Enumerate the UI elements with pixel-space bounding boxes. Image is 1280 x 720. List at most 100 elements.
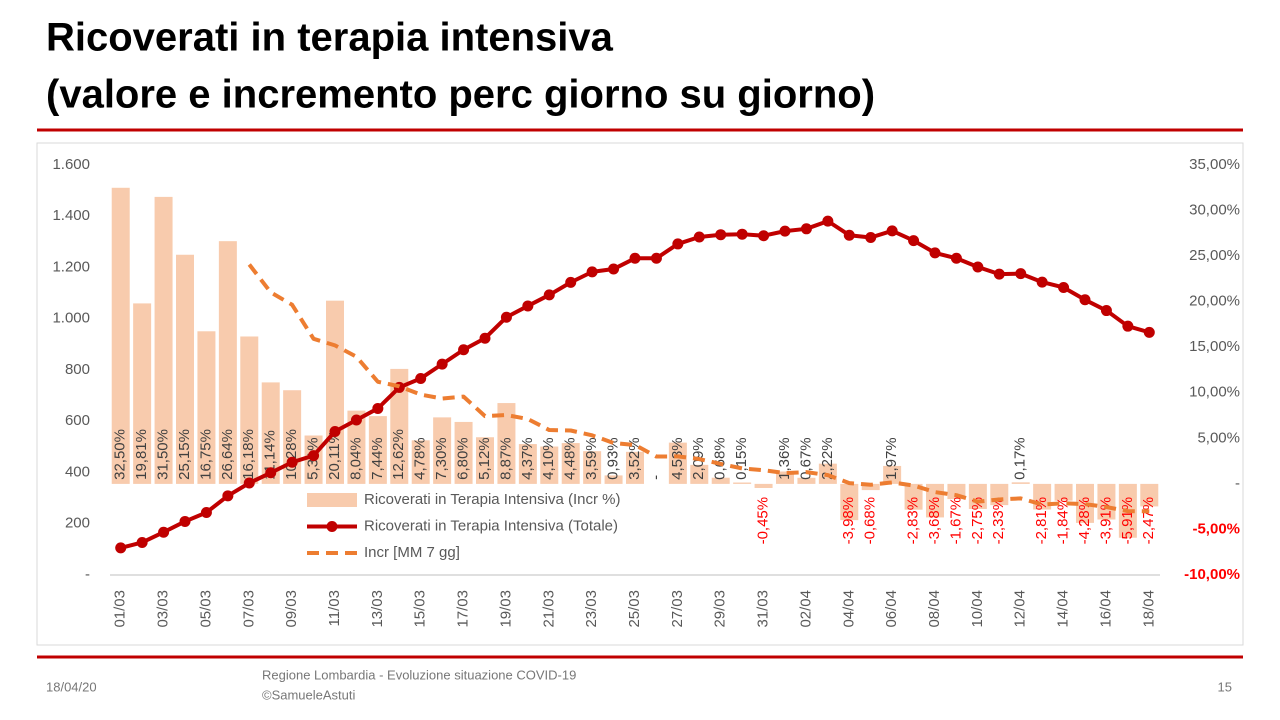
line-marker [329, 426, 341, 437]
data-label: -1,67% [947, 497, 964, 545]
x-tick-label: 02/04 [797, 590, 814, 628]
bar [368, 416, 387, 484]
line-series [247, 263, 1150, 514]
legend-marker [326, 521, 338, 532]
data-label: 19,81% [133, 429, 150, 480]
y2-tick-label: 15,00% [1189, 338, 1240, 355]
data-label: 4,37% [519, 437, 536, 480]
bar [668, 442, 687, 484]
data-label: 10,28% [283, 429, 300, 480]
line-marker [350, 414, 362, 426]
line-marker [136, 536, 148, 548]
bar [604, 475, 623, 484]
bar [111, 187, 130, 484]
x-tick-label: 18/04 [1140, 590, 1157, 628]
y2-tick-label: 5,00% [1197, 429, 1240, 446]
bar [411, 440, 430, 484]
x-tick-label: 09/03 [283, 590, 300, 628]
bar [1097, 483, 1116, 520]
line-marker [200, 506, 212, 518]
x-tick-label: 19/03 [497, 590, 514, 628]
data-label: 4,53% [669, 437, 686, 480]
x-tick-label: 03/03 [155, 590, 172, 628]
data-label: -5,91% [1119, 497, 1136, 545]
line-marker [243, 477, 255, 489]
data-label: 6,80% [455, 437, 472, 480]
data-label: 11,14% [262, 430, 279, 480]
data-label: 8,87% [497, 437, 514, 480]
line-marker [886, 225, 898, 237]
bar [433, 417, 452, 484]
data-label: 7,30% [433, 437, 450, 480]
line-marker [522, 300, 534, 312]
line-marker [1015, 268, 1027, 280]
x-tick-label: 27/03 [669, 590, 686, 628]
bar [1011, 482, 1030, 484]
x-tick-label: 11/03 [326, 590, 343, 626]
data-label: 4,10% [540, 437, 557, 480]
line-marker [993, 268, 1005, 280]
x-tick-label: 05/03 [197, 590, 214, 628]
bar [883, 465, 902, 484]
data-label: - [647, 475, 664, 480]
bar [390, 368, 409, 484]
footer-source: Regione Lombardia - Evoluzione situazion… [262, 667, 576, 682]
line-marker [1100, 305, 1112, 317]
bar [347, 410, 366, 484]
data-label: -2,83% [905, 497, 922, 545]
line-marker [972, 261, 984, 273]
bar [476, 437, 494, 484]
y-tick-label: 800 [65, 361, 90, 378]
data-label: 0,17% [1012, 437, 1029, 480]
x-tick-label: 16/04 [1097, 590, 1114, 628]
line-marker [693, 231, 705, 243]
y2-tick-label: 35,00% [1189, 156, 1240, 173]
y2-tick-label: 25,00% [1189, 247, 1240, 264]
bar [540, 446, 559, 484]
line-marker [415, 372, 427, 384]
line-marker [650, 252, 662, 264]
legend-swatch [307, 493, 357, 507]
y2-tick-label: - [1235, 475, 1240, 492]
line-marker [672, 238, 684, 250]
bar [1140, 483, 1159, 507]
line-marker [908, 235, 920, 247]
line-marker [715, 229, 727, 241]
x-tick-label: 10/04 [969, 590, 986, 628]
line-marker [758, 230, 770, 242]
y-tick-label: - [85, 566, 90, 583]
bar [561, 443, 580, 484]
bar [754, 483, 773, 488]
bar [626, 451, 644, 484]
data-label: 8,04% [347, 437, 364, 480]
line-marker [1036, 276, 1048, 288]
x-tick-label: 07/03 [240, 590, 257, 628]
data-label: 31,50% [155, 429, 172, 480]
data-label: 16,75% [197, 429, 214, 480]
line-marker [1058, 281, 1070, 293]
line-marker [458, 344, 470, 356]
x-tick-label: 31/03 [755, 590, 772, 628]
data-label: -2,47% [1140, 497, 1157, 545]
data-label: 26,64% [219, 429, 236, 480]
y-tick-label: 1.000 [52, 310, 90, 327]
data-label: 5,12% [476, 437, 493, 480]
line-marker [565, 276, 577, 288]
y-tick-label: 200 [65, 515, 90, 532]
line-marker [1079, 294, 1091, 306]
line-marker [543, 289, 555, 301]
y-tick-label: 400 [65, 463, 90, 480]
data-label: -2,75% [969, 497, 986, 545]
y2-tick-label: 30,00% [1189, 202, 1240, 219]
data-label: -0,45% [755, 497, 772, 545]
x-tick-label: 04/04 [840, 590, 857, 628]
slide-subtitle: (valore e incremento perc giorno su gior… [46, 73, 875, 117]
bar [197, 331, 216, 484]
legend-label: Incr [MM 7 gg] [364, 544, 460, 561]
line-marker [822, 215, 834, 227]
data-label: 32,50% [112, 429, 129, 480]
bar [261, 382, 280, 484]
data-label: 12,62% [390, 429, 407, 480]
data-label: 0,68% [712, 437, 729, 480]
